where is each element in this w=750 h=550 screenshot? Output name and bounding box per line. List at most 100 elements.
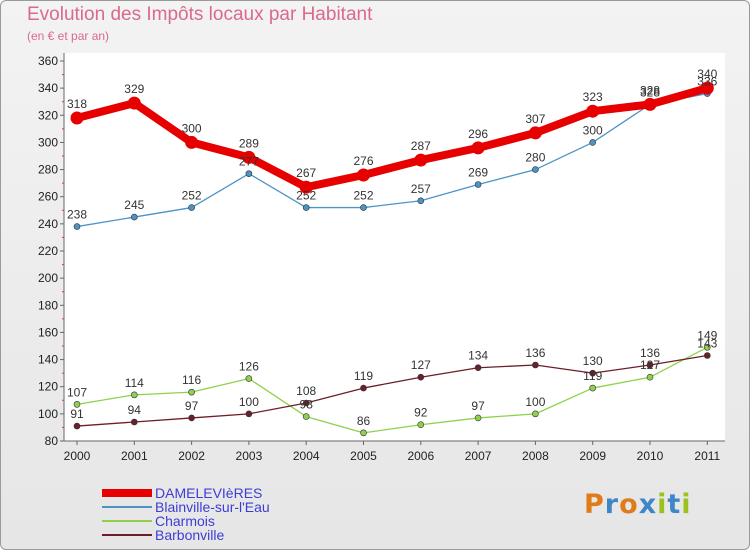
data-label-blainville-sur-l-eau: 277 xyxy=(239,155,259,169)
data-point-damelevie-res xyxy=(242,150,256,164)
data-label-charmois: 86 xyxy=(357,414,371,428)
x-tick-label: 2007 xyxy=(465,449,492,463)
data-label-blainville-sur-l-eau: 245 xyxy=(124,198,144,212)
data-label-damelevie-res: 267 xyxy=(296,166,316,180)
data-point-charmois xyxy=(73,401,81,408)
data-point-barbonville xyxy=(417,373,425,381)
data-label-blainville-sur-l-eau: 252 xyxy=(353,189,373,203)
data-label-damelevie-res: 318 xyxy=(67,97,87,111)
y-tick-label: 200 xyxy=(38,271,58,285)
data-point-blainville-sur-l-eau xyxy=(131,213,138,221)
data-label-damelevie-res: 323 xyxy=(583,90,603,104)
data-label-charmois: 116 xyxy=(182,373,201,387)
x-tick-label: 2008 xyxy=(522,449,549,463)
data-point-damelevie-res xyxy=(586,104,600,118)
data-label-barbonville: 108 xyxy=(296,384,316,398)
data-label-damelevie-res: 289 xyxy=(239,136,259,150)
y-tick-label: 180 xyxy=(38,298,58,312)
data-point-damelevie-res xyxy=(357,168,370,182)
data-point-barbonville xyxy=(474,364,482,372)
data-point-damelevie-res xyxy=(185,135,199,149)
x-tick-label: 2000 xyxy=(64,449,91,463)
data-label-damelevie-res: 307 xyxy=(525,112,545,126)
data-label-barbonville: 134 xyxy=(468,349,488,363)
series-line-damelevie-res xyxy=(73,84,712,192)
x-tick-label: 2004 xyxy=(293,449,320,463)
data-point-blainville-sur-l-eau xyxy=(302,204,310,211)
data-point-blainville-sur-l-eau xyxy=(417,197,425,205)
y-tick-label: 240 xyxy=(38,217,58,231)
data-labels: 238 245 252 277 252 252 257 269 280 300 328 336 107 1… xyxy=(67,67,718,428)
y-tick-label: 220 xyxy=(38,244,58,258)
x-tick-label: 2003 xyxy=(236,449,263,463)
brand-letter: i xyxy=(681,489,692,520)
chart-subtitle: (en € et par an) xyxy=(27,29,110,43)
y-tick-label: 160 xyxy=(38,325,58,339)
data-point-charmois xyxy=(474,414,482,422)
data-point-blainville-sur-l-eau xyxy=(474,181,482,188)
data-point-blainville-sur-l-eau xyxy=(73,223,81,230)
x-tick-label: 2011 xyxy=(694,449,720,463)
data-label-charmois: 119 xyxy=(583,369,602,383)
data-label-damelevie-res: 328 xyxy=(640,83,660,97)
data-label-charmois: 92 xyxy=(414,406,428,420)
x-tick-label: 2010 xyxy=(637,449,664,463)
legend-label-barbonville: Barbonville xyxy=(155,527,224,543)
axes: 80 100 120 140 160 180 200 220 240 260 280 300 320 34… xyxy=(38,53,725,463)
brand-letter: P xyxy=(584,489,605,520)
data-label-barbonville: 94 xyxy=(128,403,142,417)
data-point-barbonville xyxy=(302,399,310,407)
data-label-barbonville: 143 xyxy=(697,337,717,351)
data-label-blainville-sur-l-eau: 336 xyxy=(697,75,717,89)
data-point-damelevie-res xyxy=(471,141,485,155)
data-point-barbonville xyxy=(73,422,81,430)
data-point-charmois xyxy=(131,391,138,399)
brand-logo: Proxiti xyxy=(584,489,692,520)
series-line-blainville-sur-l-eau xyxy=(76,92,708,228)
data-label-blainville-sur-l-eau: 238 xyxy=(67,208,87,222)
data-label-charmois: 126 xyxy=(239,360,259,374)
x-tick-label: 2006 xyxy=(407,449,434,463)
data-label-damelevie-res: 340 xyxy=(697,67,717,81)
legend-label-charmois: Charmois xyxy=(155,513,215,529)
data-label-charmois: 97 xyxy=(471,399,485,413)
legend: DAMELEVIèRESBlainville-sur-l'EauCharmois… xyxy=(102,485,270,543)
data-label-blainville-sur-l-eau: 252 xyxy=(296,189,316,203)
x-tick-label: 2002 xyxy=(178,449,205,463)
y-tick-label: 140 xyxy=(38,353,58,367)
data-point-barbonville xyxy=(245,410,253,418)
brand-letter: i xyxy=(657,489,668,520)
brand-letter: t xyxy=(667,489,682,520)
data-label-barbonville: 130 xyxy=(583,354,603,368)
data-point-blainville-sur-l-eau xyxy=(532,166,539,173)
data-point-barbonville xyxy=(646,361,654,369)
chart-title: Evolution des Impôts locaux par Habitant xyxy=(27,4,373,25)
data-label-barbonville: 136 xyxy=(640,346,660,360)
data-point-blainville-sur-l-eau xyxy=(589,139,597,146)
brand-letter: x xyxy=(638,489,658,520)
y-tick-label: 280 xyxy=(38,163,58,177)
data-label-damelevie-res: 296 xyxy=(468,127,488,141)
x-tick-label: 2005 xyxy=(350,449,377,463)
data-label-barbonville: 119 xyxy=(354,369,373,383)
data-point-damelevie-res xyxy=(414,153,428,167)
data-point-damelevie-res xyxy=(299,180,313,194)
data-label-charmois: 98 xyxy=(300,398,314,412)
data-label-blainville-sur-l-eau: 300 xyxy=(583,123,603,137)
brand-letter: o xyxy=(619,489,639,520)
y-tick-label: 80 xyxy=(45,434,59,448)
data-point-charmois xyxy=(589,384,597,392)
data-label-barbonville: 100 xyxy=(239,395,259,409)
brand-letter: r xyxy=(604,489,620,520)
data-point-blainville-sur-l-eau xyxy=(360,204,367,211)
series-line-charmois xyxy=(76,346,708,434)
series-line-barbonville xyxy=(76,354,708,427)
data-point-barbonville xyxy=(532,361,539,369)
legend-label-blainville-sur-l-eau: Blainville-sur-l'Eau xyxy=(155,499,270,515)
data-label-blainville-sur-l-eau: 280 xyxy=(525,151,545,165)
y-tick-label: 300 xyxy=(38,135,58,149)
data-point-damelevie-res xyxy=(643,97,657,111)
y-tick-label: 340 xyxy=(38,81,58,95)
